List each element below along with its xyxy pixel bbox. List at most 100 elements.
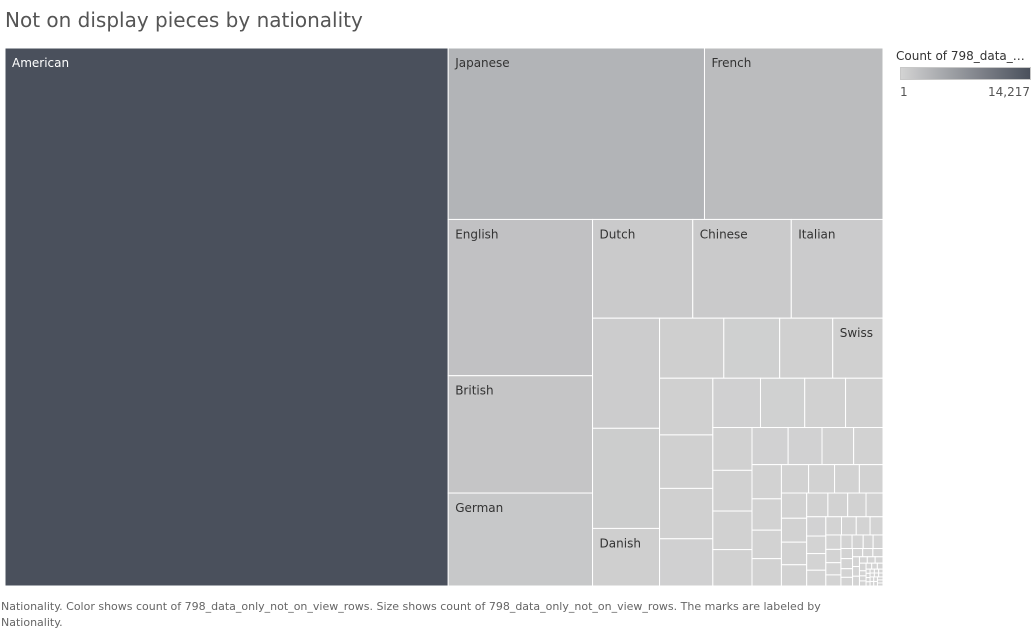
- treemap-rect[interactable]: [804, 377, 847, 429]
- treemap-cell[interactable]: [659, 538, 714, 586]
- treemap-cell[interactable]: [780, 517, 808, 543]
- treemap-cell[interactable]: [659, 434, 714, 489]
- treemap-rect[interactable]: [5, 48, 449, 586]
- treemap-rect[interactable]: [853, 427, 883, 466]
- treemap-cell[interactable]: [827, 492, 849, 518]
- treemap-cell-dutch[interactable]: Dutch: [592, 218, 694, 319]
- treemap-rect[interactable]: [825, 574, 842, 586]
- treemap-rect[interactable]: [825, 548, 842, 564]
- treemap-cell-danish[interactable]: Danish: [592, 527, 661, 586]
- treemap-rect[interactable]: [847, 492, 867, 518]
- treemap-rect[interactable]: [866, 556, 876, 564]
- treemap-cell[interactable]: [592, 317, 661, 429]
- treemap-rect[interactable]: [592, 317, 661, 429]
- treemap-rect[interactable]: [873, 568, 880, 574]
- treemap-cell[interactable]: [855, 516, 871, 536]
- treemap-cell[interactable]: [873, 572, 880, 578]
- treemap-cell[interactable]: [869, 576, 875, 582]
- treemap-rect[interactable]: [592, 427, 661, 529]
- treemap-rect[interactable]: [851, 534, 864, 550]
- treemap-rect[interactable]: [858, 464, 883, 494]
- treemap-rect[interactable]: [806, 553, 827, 571]
- treemap-cell[interactable]: [712, 510, 753, 551]
- treemap-rect[interactable]: [447, 218, 594, 377]
- treemap-rect[interactable]: [852, 548, 864, 558]
- treemap-rect[interactable]: [787, 427, 823, 466]
- treemap-cell[interactable]: [825, 574, 842, 586]
- treemap-cell[interactable]: [712, 469, 753, 512]
- treemap-cell[interactable]: [852, 575, 860, 586]
- treemap-cell[interactable]: [659, 377, 714, 436]
- treemap-rect[interactable]: [659, 317, 725, 379]
- treemap-rect[interactable]: [858, 575, 867, 582]
- treemap-rect[interactable]: [858, 570, 867, 577]
- treemap-rect[interactable]: [447, 492, 594, 586]
- treemap-cell[interactable]: [858, 575, 867, 582]
- treemap-rect[interactable]: [780, 464, 810, 494]
- treemap-rect[interactable]: [827, 492, 849, 518]
- treemap-rect[interactable]: [862, 534, 874, 550]
- treemap-cell[interactable]: [862, 548, 874, 558]
- treemap-cell[interactable]: [840, 548, 854, 560]
- treemap-rect[interactable]: [878, 568, 883, 574]
- treemap-rect[interactable]: [873, 572, 880, 578]
- treemap-rect[interactable]: [780, 492, 808, 519]
- treemap-cell[interactable]: [845, 377, 883, 429]
- treemap-cell[interactable]: [840, 534, 853, 550]
- treemap-cell[interactable]: [865, 572, 871, 579]
- treemap-cell[interactable]: [751, 498, 782, 531]
- treemap-rect[interactable]: [852, 556, 860, 568]
- treemap-cell[interactable]: [825, 562, 842, 576]
- treemap-cell[interactable]: [858, 580, 867, 586]
- treemap-cell[interactable]: [858, 570, 867, 577]
- treemap-rect[interactable]: [872, 534, 883, 550]
- treemap-cell[interactable]: [878, 568, 883, 574]
- treemap-rect[interactable]: [703, 48, 883, 220]
- treemap-rect[interactable]: [845, 377, 883, 429]
- treemap-cell[interactable]: [834, 464, 860, 494]
- treemap-cell[interactable]: [858, 464, 883, 494]
- treemap-rect[interactable]: [825, 562, 842, 576]
- treemap-rect[interactable]: [840, 548, 854, 560]
- treemap-cell[interactable]: [825, 534, 842, 550]
- treemap-cell-french[interactable]: French: [703, 48, 883, 220]
- treemap-rect[interactable]: [723, 317, 781, 379]
- treemap-rect[interactable]: [840, 534, 853, 550]
- treemap-cell[interactable]: [847, 492, 867, 518]
- treemap-rect[interactable]: [825, 534, 842, 550]
- treemap-cell[interactable]: [780, 564, 808, 586]
- treemap-cell[interactable]: [659, 317, 725, 379]
- treemap-cell[interactable]: [779, 317, 834, 379]
- treemap-rect[interactable]: [712, 549, 753, 586]
- treemap-cell[interactable]: [751, 529, 782, 560]
- treemap-cell[interactable]: [851, 534, 864, 550]
- treemap-cell[interactable]: [751, 558, 782, 586]
- treemap-rect[interactable]: [874, 556, 883, 564]
- treemap-cell[interactable]: [874, 556, 883, 564]
- treemap-cell-english[interactable]: English: [447, 218, 594, 377]
- treemap-cell[interactable]: [804, 377, 847, 429]
- treemap-rect[interactable]: [832, 317, 883, 379]
- treemap-cell[interactable]: [853, 427, 883, 466]
- treemap-cell[interactable]: [825, 548, 842, 564]
- treemap-rect[interactable]: [869, 572, 875, 578]
- treemap-rect[interactable]: [852, 575, 860, 586]
- treemap-cell[interactable]: [869, 516, 883, 536]
- treemap-cell-chinese[interactable]: Chinese: [692, 218, 792, 319]
- treemap-cell[interactable]: [840, 568, 854, 578]
- treemap-rect[interactable]: [873, 580, 878, 586]
- treemap-cell[interactable]: [873, 576, 878, 582]
- treemap-rect[interactable]: [873, 576, 878, 582]
- treemap-rect[interactable]: [858, 580, 867, 586]
- treemap-rect[interactable]: [447, 375, 594, 494]
- treemap-cell[interactable]: [865, 492, 883, 518]
- treemap-rect[interactable]: [852, 566, 860, 577]
- treemap-rect[interactable]: [840, 558, 854, 570]
- treemap-rect[interactable]: [878, 572, 883, 578]
- treemap-rect[interactable]: [806, 535, 827, 555]
- treemap-cell[interactable]: [759, 377, 806, 429]
- treemap-cell[interactable]: [787, 427, 823, 466]
- treemap-rect[interactable]: [869, 568, 875, 574]
- treemap-cell[interactable]: [806, 492, 829, 518]
- treemap-rect[interactable]: [806, 569, 827, 586]
